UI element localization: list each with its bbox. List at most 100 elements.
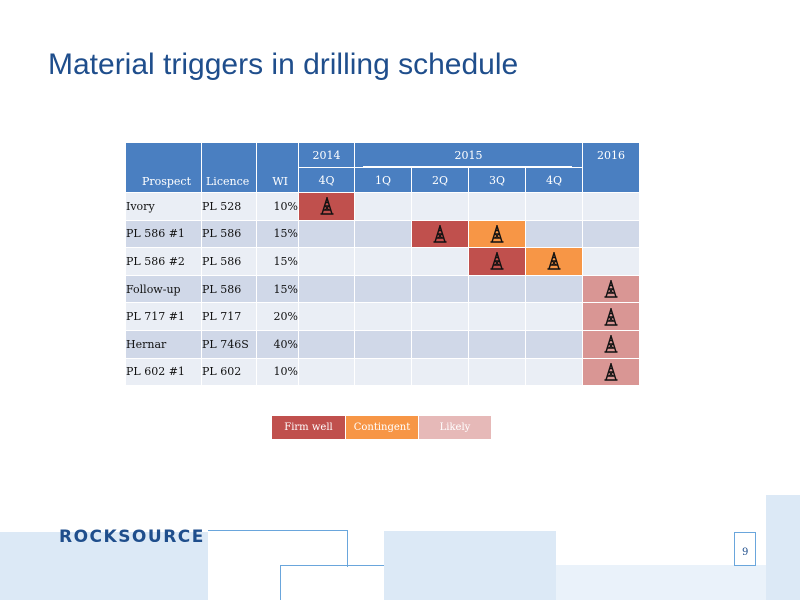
table-row: Hernar PL 746S 40% <box>125 329 640 359</box>
year-label-2015: 2015 <box>454 148 483 162</box>
empty-cell <box>525 302 583 331</box>
empty-cell <box>411 357 469 387</box>
empty-cell <box>411 274 469 304</box>
legend-likely: Likely <box>418 416 491 439</box>
wi-cell: 15% <box>256 274 299 304</box>
firm-well-cell <box>411 219 469 249</box>
licence-cell: PL 746S <box>201 329 257 359</box>
empty-cell <box>411 247 469 276</box>
wi-cell: 40% <box>256 329 299 359</box>
wi-cell: 15% <box>256 219 299 249</box>
company-logo: ROCKSOURCE <box>59 527 205 547</box>
footer-deco-block <box>766 495 800 600</box>
firm-well-cell <box>298 192 355 221</box>
empty-cell <box>354 247 412 276</box>
legend-firm-well: Firm well <box>272 416 345 439</box>
licence-cell: PL 586 <box>201 274 257 304</box>
empty-cell <box>354 219 412 249</box>
column-header-prospect: Prospect <box>125 142 202 193</box>
table-row: PL 602 #1 PL 602 10% <box>125 357 640 387</box>
likely-well-cell <box>582 329 640 359</box>
empty-cell <box>354 274 412 304</box>
prospect-cell: PL 586 #1 <box>125 219 202 249</box>
legend: Firm well Contingent Likely <box>272 416 491 439</box>
footer-deco-block <box>556 565 766 600</box>
empty-cell <box>298 247 355 276</box>
page-number: 9 <box>742 547 749 558</box>
wi-cell: 10% <box>256 357 299 387</box>
wi-cell: 20% <box>256 302 299 331</box>
table-row: Ivory PL 528 10% <box>125 192 640 221</box>
empty-cell <box>411 302 469 331</box>
drilling-schedule-table: Prospect Licence WI 2014 2015 2016 4Q 1Q… <box>125 142 640 387</box>
wi-cell: 10% <box>256 192 299 221</box>
empty-cell <box>468 274 526 304</box>
page-title: Material triggers in drilling schedule <box>48 48 519 81</box>
drilling-rig-icon <box>604 280 618 298</box>
empty-cell <box>525 219 583 249</box>
likely-well-cell <box>582 274 640 304</box>
footer-deco-block <box>384 531 556 600</box>
firm-well-cell <box>468 247 526 276</box>
empty-cell <box>354 302 412 331</box>
empty-cell <box>298 302 355 331</box>
licence-cell: PL 586 <box>201 247 257 276</box>
empty-cell <box>298 219 355 249</box>
licence-cell: PL 717 <box>201 302 257 331</box>
legend-contingent: Contingent <box>345 416 418 439</box>
empty-cell <box>354 192 412 221</box>
year-header-2014: 2014 <box>298 142 355 168</box>
drilling-rig-icon <box>604 308 618 326</box>
empty-cell <box>354 357 412 387</box>
contingent-well-cell <box>468 219 526 249</box>
quarter-header-2015-3q: 3Q <box>468 167 526 193</box>
table-row: Follow-up PL 586 15% <box>125 274 640 304</box>
table-row: PL 586 #2 PL 586 15% <box>125 247 640 276</box>
empty-cell <box>525 329 583 359</box>
empty-cell <box>582 192 640 221</box>
quarter-header-2015-4q: 4Q <box>525 167 583 193</box>
drilling-rig-icon <box>320 197 334 215</box>
empty-cell <box>525 357 583 387</box>
quarter-header-2014-4q: 4Q <box>298 167 355 193</box>
empty-cell <box>298 357 355 387</box>
drilling-rig-icon <box>547 252 561 270</box>
licence-cell: PL 528 <box>201 192 257 221</box>
prospect-cell: PL 602 #1 <box>125 357 202 387</box>
empty-cell <box>411 192 469 221</box>
quarter-header-2015-1q: 1Q <box>354 167 412 193</box>
footer-deco-outline <box>734 532 756 566</box>
year-header-2015: 2015 <box>354 142 583 168</box>
likely-well-cell <box>582 357 640 387</box>
drilling-rig-icon <box>433 225 447 243</box>
empty-cell <box>468 302 526 331</box>
contingent-well-cell <box>525 247 583 276</box>
empty-cell <box>525 274 583 304</box>
footer-deco-outline <box>208 530 348 567</box>
year-header-row: Prospect Licence WI 2014 2015 2016 <box>125 142 640 193</box>
wi-cell: 15% <box>256 247 299 276</box>
empty-cell <box>468 357 526 387</box>
prospect-cell: Ivory <box>125 192 202 221</box>
drilling-rig-icon <box>604 335 618 353</box>
column-header-wi: WI <box>256 142 299 193</box>
footer-deco-block <box>0 532 208 600</box>
prospect-cell: Follow-up <box>125 274 202 304</box>
empty-cell <box>298 329 355 359</box>
empty-cell <box>468 192 526 221</box>
table-row: PL 717 #1 PL 717 20% <box>125 302 640 331</box>
year-header-2016: 2016 <box>582 142 640 193</box>
likely-well-cell <box>582 302 640 331</box>
drilling-rig-icon <box>490 252 504 270</box>
empty-cell <box>582 219 640 249</box>
empty-cell <box>468 329 526 359</box>
licence-cell: PL 602 <box>201 357 257 387</box>
empty-cell <box>354 329 412 359</box>
empty-cell <box>582 247 640 276</box>
licence-cell: PL 586 <box>201 219 257 249</box>
column-header-licence: Licence <box>201 142 257 193</box>
drilling-rig-icon <box>490 225 504 243</box>
quarter-header-row: 4Q 1Q 2Q 3Q 4Q <box>126 167 640 193</box>
prospect-cell: Hernar <box>125 329 202 359</box>
prospect-cell: PL 717 #1 <box>125 302 202 331</box>
